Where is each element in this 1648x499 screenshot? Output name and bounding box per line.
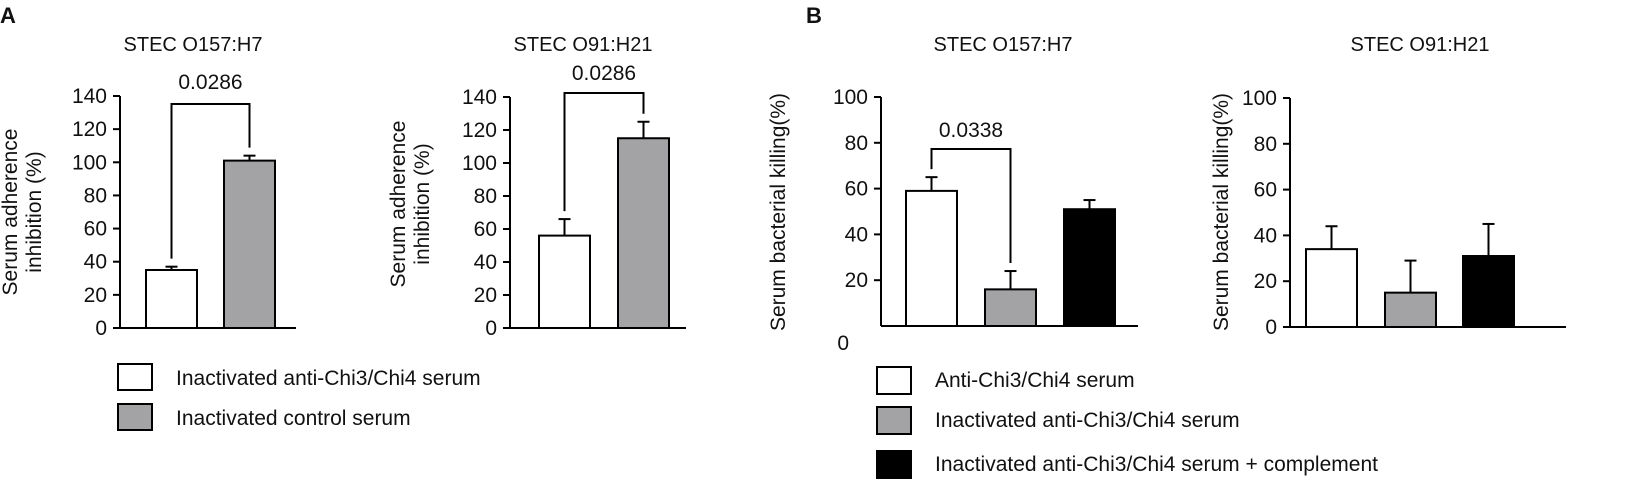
bar (1462, 255, 1515, 329)
bar (984, 288, 1037, 327)
panel-label-a: A (0, 3, 16, 28)
legend-a-label-0: Inactivated anti-Chi3/Chi4 serum (176, 367, 481, 390)
bar (1063, 208, 1116, 328)
p-value-label: 0.0286 (572, 62, 636, 85)
legend-b-label-1: Inactivated anti-Chi3/Chi4 serum (935, 409, 1240, 432)
y-tick-label: 40 (474, 251, 497, 274)
legend-a-swatch-0 (117, 363, 153, 391)
legend-b-swatch-0 (876, 366, 912, 395)
y-tick-label: 0 (1265, 316, 1277, 339)
bar (1305, 248, 1358, 328)
y-tick-label: 20 (845, 269, 868, 292)
legend-b-label-2: Inactivated anti-Chi3/Chi4 serum + compl… (935, 453, 1378, 476)
y-tick-label: 120 (462, 119, 497, 142)
y-axis-label: Serum bacterial killing(%) (1210, 93, 1233, 331)
legend-b: Anti-Chi3/Chi4 serum Inactivated anti-Ch… (876, 366, 1378, 479)
y-axis-label-line: Serum adherence (387, 121, 410, 288)
panel-label-b: B (806, 3, 822, 28)
y-tick-label: 20 (474, 284, 497, 307)
y-tick-label: 0 (95, 317, 107, 340)
chart-title: STEC O91:H21 (1351, 34, 1490, 56)
y-tick-label: 40 (84, 251, 107, 274)
y-axis-label-line: Serum adherence (0, 129, 22, 296)
y-tick-label: 40 (845, 223, 868, 246)
y-tick-label: 80 (84, 184, 107, 207)
chart-title: STEC O157:H7 (124, 34, 263, 56)
bar (538, 234, 591, 330)
y-tick-label: 60 (845, 178, 868, 201)
bar (905, 189, 958, 327)
y-tick-label: 20 (1254, 270, 1277, 293)
legend-a: Inactivated anti-Chi3/Chi4 serum Inactiv… (117, 363, 481, 431)
y-tick-label: 60 (474, 218, 497, 241)
y-tick-label: 20 (84, 284, 107, 307)
y-axis-label: Serum adherenceinhibition (%) (387, 121, 434, 288)
y-tick-label: 140 (462, 86, 497, 109)
y-axis-label-line: Serum bacterial killing(%) (767, 93, 790, 331)
chart-b-o157: STEC O157:H7 Serum bacterial killing(%) 20… (767, 34, 1138, 355)
chart-b-o91: STEC O91:H21 Serum bacterial killing(%) 0 2… (1210, 34, 1566, 339)
y-axis-label-line: inhibition (%) (23, 151, 46, 272)
bar (1384, 291, 1437, 328)
chart-a-o157: STEC O157:H7 Serum adherenceinhibition (%… (0, 34, 296, 340)
legend-a-label-1: Inactivated control serum (176, 407, 411, 430)
y-tick-label: 40 (1254, 224, 1277, 247)
y-axis-label: Serum adherenceinhibition (%) (0, 129, 46, 296)
legend-a-swatch-1 (117, 403, 153, 431)
significance-bracket (930, 148, 1012, 264)
y-tick-label: 0 (837, 332, 849, 355)
y-tick-label: 100 (72, 151, 107, 174)
y-axis-label: Serum bacterial killing(%) (767, 93, 790, 331)
significance-bracket (563, 92, 645, 212)
y-tick-label: 60 (1254, 179, 1277, 202)
y-tick-label: 140 (72, 85, 107, 108)
chart-a-o91: STEC O91:H21 Serum adherenceinhibition (%… (387, 34, 686, 340)
y-tick-label: 80 (1254, 133, 1277, 156)
p-value-label: 0.0286 (178, 71, 242, 94)
y-tick-label: 60 (84, 218, 107, 241)
bar (223, 159, 276, 329)
y-axis-label-line: Serum bacterial killing(%) (1210, 93, 1233, 331)
y-tick-label: 80 (845, 132, 868, 155)
y-tick-label: 100 (833, 86, 868, 109)
y-axis-label-line: inhibition (%) (411, 143, 434, 264)
y-tick-label: 100 (1242, 87, 1277, 110)
chart-title: STEC O157:H7 (934, 34, 1073, 56)
y-tick-label: 80 (474, 185, 497, 208)
significance-bracket (170, 103, 251, 259)
chart-title: STEC O91:H21 (514, 34, 653, 56)
legend-b-swatch-2 (876, 450, 912, 479)
legend-b-label-0: Anti-Chi3/Chi4 serum (935, 369, 1135, 392)
p-value-label: 0.0338 (939, 119, 1003, 142)
bar (145, 269, 198, 329)
y-tick-label: 100 (462, 152, 497, 175)
y-tick-label: 120 (72, 118, 107, 141)
legend-b-swatch-1 (876, 406, 912, 435)
bar (617, 137, 670, 329)
y-tick-label: 0 (485, 317, 497, 340)
